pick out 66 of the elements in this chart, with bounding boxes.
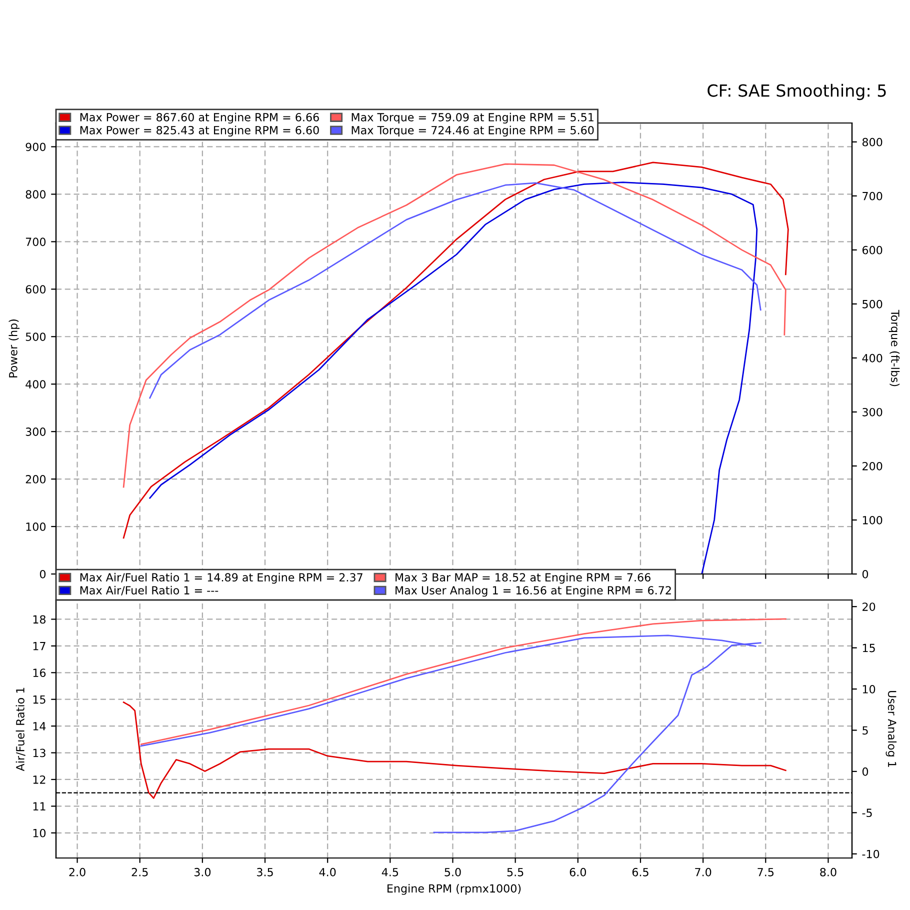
y-tick-label: 18	[33, 615, 46, 624]
x-tick-label: 5.5	[507, 868, 524, 876]
y2-tick-label: -10	[862, 850, 880, 858]
legend-label: Max 3 Bar MAP = 18.52 at Engine RPM = 7.66	[396, 572, 650, 584]
y-tick-label: 16	[33, 668, 46, 678]
legend-label: Max Torque = 724.46 at Engine RPM = 5.60	[352, 126, 594, 137]
x-tick-label: 4.0	[319, 868, 336, 876]
y-tick-label: 17	[33, 642, 46, 650]
y-tick-label: 900	[26, 142, 46, 152]
y-tick-label: 12	[33, 775, 46, 784]
y2-tick-label: 700	[862, 192, 882, 200]
y-tick-label: 14	[33, 722, 46, 730]
x-tick-label: 6.5	[632, 868, 648, 876]
x-tick-label: 5.0	[444, 868, 461, 876]
y-tick-label: 300	[26, 428, 46, 436]
y2-tick-label: 800	[862, 138, 882, 146]
legend-label: Max Power = 825.43 at Engine RPM = 6.60	[80, 126, 319, 137]
y2-tick-label: 600	[862, 246, 882, 254]
x-axis-title: Engine RPM (rpmx1000)	[388, 884, 521, 895]
y2-tick-label: 10	[862, 684, 876, 694]
legend-label: Max User Analog 1 = 16.56 at Engine RPM = 6.72	[396, 586, 671, 597]
y2-tick-label: 0	[862, 767, 868, 776]
x-tick-label: 8.0	[820, 868, 836, 876]
y-axis-title: Power (hp)	[8, 320, 20, 378]
legend-label: Max Air/Fuel Ratio 1 = ---	[80, 586, 218, 596]
y-tick-label: 100	[26, 522, 46, 531]
x-tick-label: 4.5	[382, 868, 398, 876]
legend-label: Max Torque = 759.09 at Engine RPM = 5.51	[352, 112, 594, 124]
y-tick-label: 800	[26, 190, 46, 199]
y2-tick-label: 0	[862, 570, 868, 578]
x-tick-label: 2.5	[132, 868, 148, 876]
line-series	[149, 182, 762, 399]
x-tick-label: 7.5	[758, 868, 774, 876]
x-tick-label: 7.0	[695, 868, 712, 876]
y-tick-label: 10	[33, 828, 46, 838]
y2-tick-label: 500	[862, 300, 882, 308]
y-tick-label: 400	[26, 380, 46, 388]
y2-axis-title: Torque (ft-lbs)	[888, 310, 900, 386]
x-tick-label: 2.0	[69, 868, 86, 876]
y2-tick-label: 300	[862, 408, 882, 416]
y-tick-label: 11	[33, 802, 46, 810]
y2-tick-label: 15	[862, 644, 875, 652]
y2-axis-title: User Analog 1	[886, 691, 897, 767]
y-tick-label: 600	[26, 285, 46, 294]
line-series	[149, 182, 758, 574]
line-series	[122, 702, 786, 799]
y2-tick-label: 5	[862, 726, 868, 735]
y2-tick-label: 400	[862, 354, 882, 362]
text: CF: SAE Smoothing: 5	[708, 84, 886, 100]
x-tick-label: 3.5	[257, 868, 273, 876]
x-tick-label: 6.0	[570, 868, 586, 876]
legend-label: Max Air/Fuel Ratio 1 = 14.89 at Engine RPM = 2.37	[80, 572, 362, 584]
x-tick-label: 3.0	[194, 868, 211, 876]
y2-tick-label: 100	[862, 516, 882, 524]
y2-tick-label: -5	[862, 808, 872, 818]
y-tick-label: 13	[33, 748, 46, 758]
y-tick-label: 15	[33, 695, 46, 704]
y-tick-label: 0	[40, 570, 46, 578]
y-tick-label: 200	[26, 475, 46, 484]
line-series	[140, 618, 786, 745]
y-axis-title: Air/Fuel Ratio 1	[16, 688, 26, 772]
legend-label: Max Power = 867.60 at Engine RPM = 6.66	[80, 112, 319, 124]
y2-tick-label: 20	[862, 602, 876, 611]
y-tick-label: 500	[26, 332, 46, 342]
y-tick-label: 700	[26, 238, 46, 246]
y2-tick-label: 200	[862, 462, 882, 470]
